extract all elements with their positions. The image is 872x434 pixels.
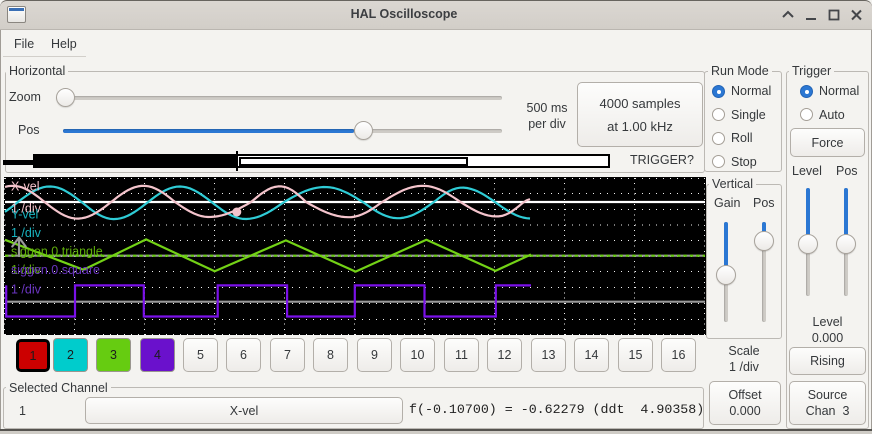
svg-text:X-vel: X-vel: [11, 180, 39, 194]
svg-text:1 /div: 1 /div: [11, 263, 42, 277]
svg-text:siggen.0.square: siggen.0.square: [11, 263, 100, 277]
svg-text:Y-vel: Y-vel: [11, 208, 38, 222]
svg-text:1 /div: 1 /div: [11, 283, 42, 297]
svg-text:siggen.0.triangle: siggen.0.triangle: [11, 245, 103, 259]
svg-text:1 /div: 1 /div: [11, 226, 42, 240]
svg-text:1 /div: 1 /div: [11, 202, 42, 216]
